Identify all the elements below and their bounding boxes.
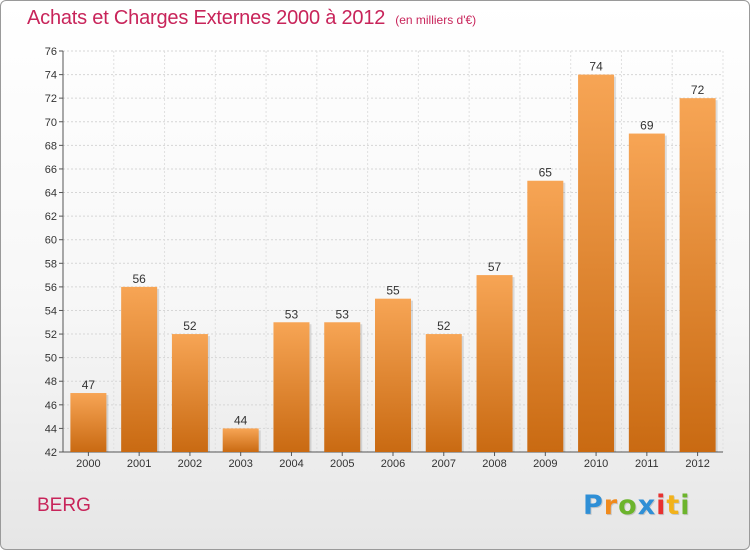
y-tick-label: 64 (45, 188, 57, 200)
y-tick-label: 76 (45, 46, 57, 58)
x-tick-label: 2002 (178, 458, 202, 470)
x-tick-label: 2004 (279, 458, 303, 470)
x-tick-label: 2005 (330, 458, 354, 470)
data-label: 65 (539, 166, 553, 180)
bar[interactable] (578, 74, 615, 453)
logo-letter: t (666, 490, 681, 521)
data-label: 57 (488, 260, 502, 274)
chart-header: Achats et Charges Externes 2000 à 2012 (… (27, 7, 476, 30)
y-tick-label: 56 (45, 282, 57, 294)
bar[interactable] (324, 322, 361, 452)
bar[interactable] (273, 322, 310, 452)
data-label: 52 (183, 319, 197, 333)
x-tick-label: 2008 (482, 458, 506, 470)
logo-letter: i (656, 490, 667, 521)
y-tick-label: 60 (45, 235, 57, 247)
y-tick-label: 58 (45, 258, 57, 270)
bar[interactable] (222, 428, 259, 452)
y-tick-label: 54 (45, 305, 57, 317)
y-tick-label: 62 (45, 211, 57, 223)
data-label: 69 (640, 119, 654, 133)
data-label: 56 (132, 272, 146, 286)
bar[interactable] (70, 393, 107, 452)
bar[interactable] (375, 298, 411, 452)
bars (70, 74, 718, 453)
logo-letter: i (680, 490, 691, 521)
logo-letter: P (583, 490, 604, 521)
chart-subtitle: (en milliers d'€) (395, 13, 477, 27)
y-tick-label: 48 (45, 376, 57, 388)
bar[interactable] (121, 286, 158, 452)
bar[interactable] (679, 98, 716, 453)
bar[interactable] (527, 180, 564, 452)
logo-letter: x (637, 490, 657, 521)
logo-letter: r (603, 490, 619, 521)
y-tick-label: 44 (45, 423, 57, 435)
y-tick-label: 46 (45, 400, 57, 412)
y-tick-label: 52 (45, 329, 57, 341)
y-tick-label: 42 (45, 447, 57, 459)
x-tick-label: 2001 (127, 458, 151, 470)
city-name: BERG (37, 495, 91, 516)
data-label: 74 (589, 60, 603, 74)
bar[interactable] (476, 275, 513, 452)
data-label: 53 (336, 307, 350, 321)
y-tick-label: 66 (45, 164, 57, 176)
y-tick-label: 72 (45, 93, 57, 105)
x-tick-label: 2011 (635, 458, 659, 470)
chart-title: Achats et Charges Externes 2000 à 2012 (27, 7, 386, 29)
x-tick-label: 2006 (381, 458, 405, 470)
labels: 42 44 46 48 50 52 54 56 58 60 62 64 66 68 70 72 74 76 47 20… (45, 46, 710, 470)
data-label: 55 (386, 284, 400, 298)
data-label: 47 (82, 378, 96, 392)
y-tick-label: 68 (45, 140, 57, 152)
x-tick-label: 2009 (533, 458, 557, 470)
data-label: 53 (285, 307, 299, 321)
x-tick-label: 2007 (432, 458, 456, 470)
y-tick-label: 70 (45, 117, 57, 129)
bar[interactable] (171, 334, 208, 452)
x-tick-label: 2010 (584, 458, 608, 470)
x-tick-label: 2003 (228, 458, 252, 470)
proxiti-logo[interactable]: Proxiti (583, 490, 691, 521)
data-label: 44 (234, 413, 248, 427)
y-tick-label: 50 (45, 353, 57, 365)
y-tick-label: 74 (45, 70, 57, 82)
data-label: 52 (437, 319, 451, 333)
bar[interactable] (628, 133, 665, 452)
bar[interactable] (425, 334, 462, 452)
logo-letter: o (618, 490, 638, 521)
data-label: 72 (691, 83, 705, 97)
x-tick-label: 2012 (685, 458, 709, 470)
x-tick-label: 2000 (76, 458, 100, 470)
